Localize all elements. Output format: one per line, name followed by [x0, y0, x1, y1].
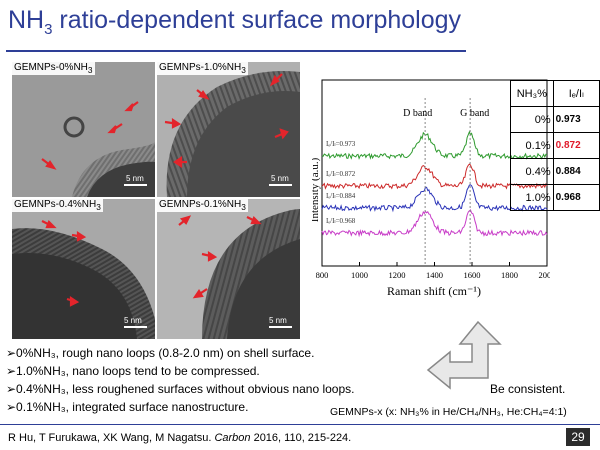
- g-band-label: G band: [460, 108, 489, 119]
- tem-image-01pct-graphic: [157, 199, 300, 339]
- bullet-item: ➢0%NH₃, rough nano loops (0.8-2.0 nm) on…: [6, 346, 315, 360]
- table-cell-pct: 0.1%: [510, 132, 554, 159]
- x-tick-label: 1200: [389, 270, 406, 280]
- x-tick-label: 1000: [351, 270, 368, 280]
- reference-citation: R Hu, T Furukawa, XK Wang, M Nagatsu. Ca…: [8, 432, 352, 444]
- scale-label-04pct: 5 nm: [124, 316, 142, 325]
- table-cell-ratio: 0.973: [552, 106, 600, 133]
- x-axis-label: Raman shift (cm⁻¹): [387, 284, 481, 298]
- tem-image-04pct: GEMNPs-0.4%NH3 5 nm: [12, 199, 155, 339]
- bullet-item: ➢0.4%NH₃, less roughened surfaces withou…: [6, 382, 355, 396]
- table-cell-pct: 1.0%: [510, 184, 554, 211]
- x-tick-label: 1400: [426, 270, 443, 280]
- series-line-0: [321, 130, 548, 160]
- table-row: 1.0% 0.968: [510, 184, 600, 211]
- bullet-item: ➢0.1%NH₃, integrated surface nanostructu…: [6, 400, 249, 414]
- x-tick-label: 1600: [464, 270, 481, 280]
- table-row: 0% 0.973: [510, 106, 600, 133]
- tem-image-1pct: GEMNPs-1.0%NH3 5 nm: [157, 62, 300, 197]
- scale-label-01pct: 5 nm: [269, 316, 287, 325]
- tem-image-01pct: GEMNPs-0.1%NH3 5 nm: [157, 199, 300, 339]
- footer-rule: [0, 424, 600, 425]
- series-line-2: [321, 184, 548, 213]
- table-cell-pct: 0.4%: [510, 158, 554, 185]
- d-band-label: D band: [403, 108, 432, 119]
- tem-image-0pct: GEMNPs-0%NH3 5 nm: [12, 62, 155, 197]
- series-line-1: [321, 163, 548, 190]
- series-label-1: Iₑ/Iₗ=0.872: [326, 170, 356, 178]
- tem-label-0pct: GEMNPs-0%NH3: [12, 62, 95, 75]
- page-title: NH3 ratio-dependent surface morphology: [8, 6, 462, 38]
- table-cell-ratio: 0.884: [552, 158, 600, 185]
- table-row: 0.1% 0.872: [510, 132, 600, 159]
- tem-image-1pct-graphic: [157, 62, 300, 197]
- table-cell-pct: 0%: [510, 106, 554, 133]
- table-header-row: NH₃% Iₑ/Iₗ: [510, 80, 600, 107]
- page-number: 29: [566, 428, 590, 446]
- series-label-3: Iₑ/Iₗ=0.968: [326, 217, 356, 225]
- bullet-item: ➢1.0%NH₃, nano loops tend to be compress…: [6, 364, 260, 378]
- table-cell-ratio-highlight: 0.872: [552, 132, 600, 159]
- scale-label-0pct: 5 nm: [126, 174, 144, 183]
- series-line-3: [321, 209, 548, 238]
- table-row: 0.4% 0.884: [510, 158, 600, 185]
- chart-ticks-group: 800 1000 1200 1400 1600 1800 2000: [316, 262, 550, 280]
- tem-label-1pct: GEMNPs-1.0%NH3: [157, 62, 248, 75]
- table-header-pct: NH₃%: [510, 80, 554, 107]
- series-label-2: Iₑ/Iₗ=0.884: [326, 192, 356, 200]
- x-tick-label: 800: [316, 270, 329, 280]
- curved-arrow-icon: [426, 320, 502, 390]
- y-axis-label: Intensity (a.u.): [312, 157, 321, 222]
- title-underline: [6, 50, 466, 52]
- x-tick-label: 2000: [539, 270, 551, 280]
- tem-image-04pct-graphic: [12, 199, 155, 339]
- tem-label-01pct: GEMNPs-0.1%NH3: [157, 199, 248, 212]
- series-label-0: Iₑ/Iₗ=0.973: [326, 140, 356, 148]
- table-header-ratio: Iₑ/Iₗ: [552, 80, 600, 107]
- chart-series-group: Iₑ/Iₗ=0.973 Iₑ/Iₗ=0.872 Iₑ/Iₗ=0.884 Iₑ/Iₗ=0…: [321, 130, 548, 238]
- tem-image-0pct-graphic: [12, 62, 155, 197]
- ratio-table: NH₃% Iₑ/Iₗ 0% 0.973 0.1% 0.872 0.4% 0.88…: [510, 80, 600, 211]
- consistency-note: Be consistent.: [490, 382, 566, 396]
- tem-label-04pct: GEMNPs-0.4%NH3: [12, 199, 103, 212]
- scale-label-1pct: 5 nm: [271, 174, 289, 183]
- sample-legend-note: GEMNPs-x (x: NH₃% in He/CH₄/NH₃, He:CH₄=…: [330, 406, 567, 418]
- raman-chart: Iₑ/Iₗ=0.973 Iₑ/Iₗ=0.872 Iₑ/Iₗ=0.884 Iₑ/Iₗ=0…: [312, 79, 550, 298]
- x-tick-label: 1800: [501, 270, 518, 280]
- table-cell-ratio: 0.968: [552, 184, 600, 211]
